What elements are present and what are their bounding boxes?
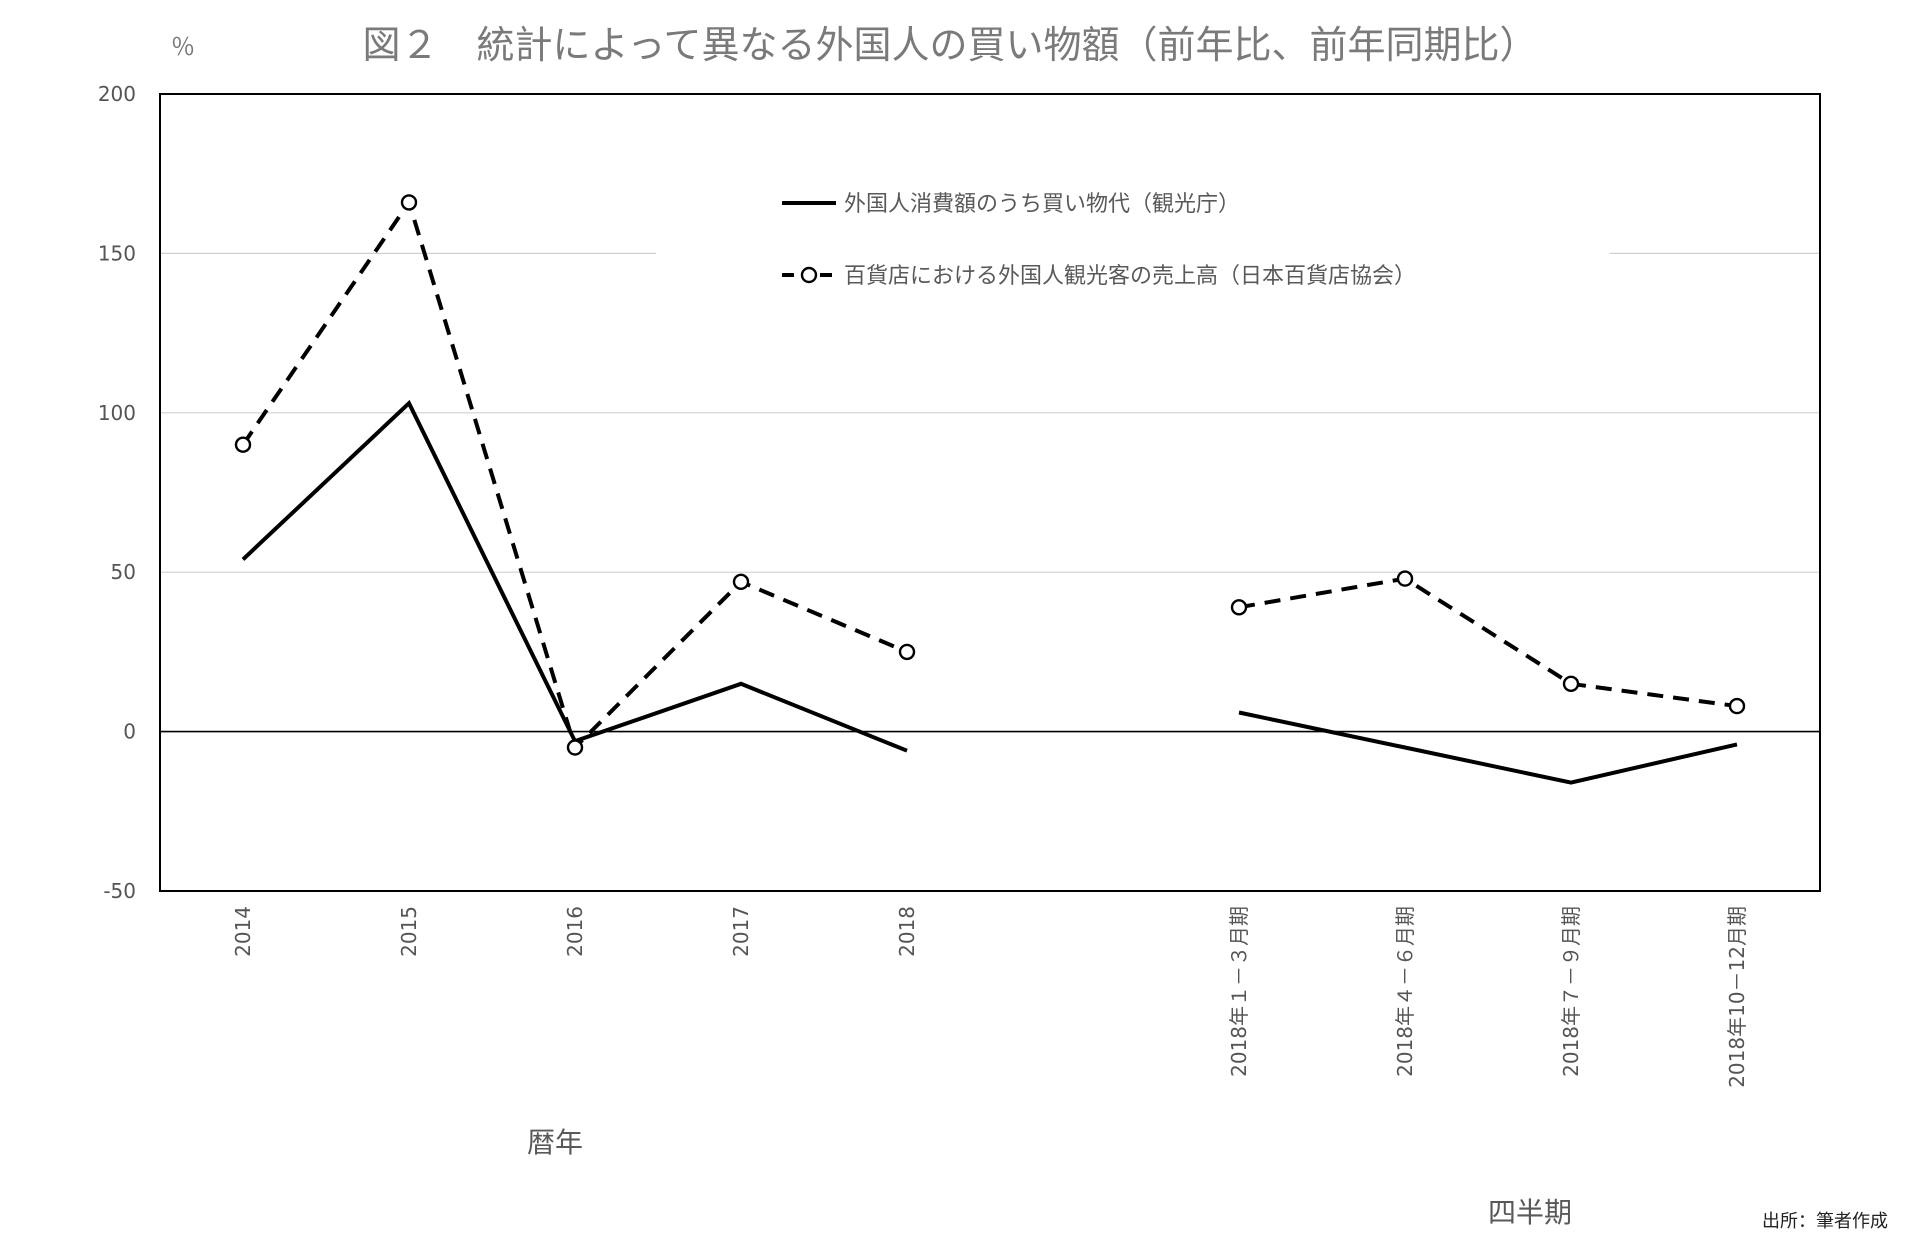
plot-area-frame: [159, 93, 1821, 892]
x-axis-ticks: 2014 2015 2016 2017 2018 2018年１－３月期 2018年４－６月期…: [231, 906, 1749, 1088]
series-line-segment: [1238, 576, 1738, 709]
gridlines: [160, 252, 1820, 733]
y-tick-label: 200: [98, 82, 136, 106]
x-tick-label: 2017: [729, 906, 753, 957]
data-point-marker: [1396, 570, 1414, 587]
legend-marker: [800, 266, 818, 284]
legend-label: 百貨店における外国人観光客の売上高（日本百貨店協会）: [844, 264, 1416, 289]
y-tick-label: 0: [123, 720, 136, 744]
y-tick-label: 50: [111, 560, 136, 584]
x-tick-label: 2018年10－12月期: [1725, 906, 1749, 1088]
source-note: 出所：筆者作成: [1762, 1211, 1888, 1232]
data-point-marker: [400, 194, 418, 211]
x-tick-label: 2015: [397, 906, 421, 957]
data-point-marker: [898, 643, 916, 661]
series-lines: [234, 194, 1746, 785]
y-tick-label: 150: [98, 241, 136, 265]
x-tick-label: 2018年１－３月期: [1227, 906, 1251, 1077]
x-tick-label: 2018: [895, 906, 919, 957]
chart-title: 図２ 統計によって異なる外国人の買い物額（前年比、前年同期比）: [363, 23, 1538, 67]
x-tick-label: 2016: [563, 906, 587, 957]
series-shopping-spend: [241, 399, 1738, 785]
data-point-marker: [566, 739, 584, 756]
data-point-marker: [1728, 697, 1746, 715]
x-tick-label: 2018年４－６月期: [1393, 906, 1417, 1077]
data-point-marker: [1230, 599, 1248, 616]
series-dept-store-sales: [234, 194, 1746, 756]
x-tick-label: 2018年７－９月期: [1559, 906, 1583, 1077]
data-point-marker: [732, 573, 750, 590]
category-group-label: 四半期: [1488, 1196, 1572, 1229]
series-line-segment: [241, 399, 908, 753]
category-group-label: 暦年: [527, 1126, 583, 1159]
x-tick-label: 2014: [231, 906, 255, 957]
series-line-segment: [1238, 710, 1738, 785]
y-tick-label: -50: [103, 879, 136, 903]
legend: 外国人消費額のうち買い物代（観光庁） 百貨店における外国人観光客の売上高（日本百貨…: [656, 178, 1610, 298]
y-axis-ticks: 200 150 100 50 0 -50: [98, 82, 136, 903]
data-point-marker: [1562, 675, 1580, 692]
y-tick-label: 100: [98, 401, 136, 425]
y-unit-label: ％: [171, 33, 195, 61]
legend-label: 外国人消費額のうち買い物代（観光庁）: [844, 192, 1240, 217]
data-point-marker: [234, 436, 252, 453]
